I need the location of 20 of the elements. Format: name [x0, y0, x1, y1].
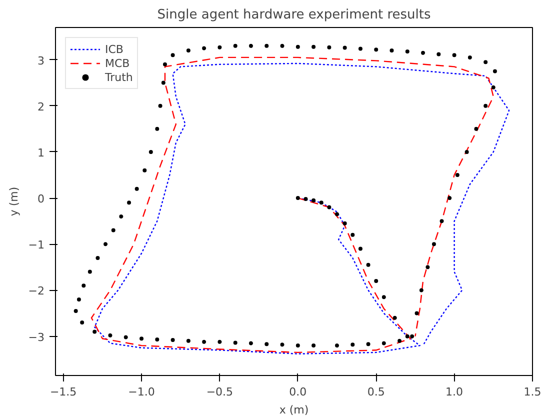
x-tick-label: 1.0: [446, 386, 464, 398]
y-tick-label: −2: [28, 284, 45, 298]
legend-label: ICB: [105, 42, 124, 56]
x-tick-label: 0.5: [367, 386, 385, 398]
y-tick-label: −1: [28, 238, 45, 252]
legend-label: Truth: [105, 70, 133, 84]
y-tick-label: 2: [38, 100, 44, 114]
x-tick-label: −1.0: [128, 386, 155, 398]
x-axis-title: x (m): [279, 404, 309, 416]
x-tick-label: 1.5: [524, 386, 542, 398]
chart-title: Single agent hardware experiment results: [157, 8, 431, 22]
x-tick-label: −1.5: [50, 386, 77, 398]
x-tick-label: 0.0: [289, 386, 307, 398]
y-tick-label: 3: [38, 54, 44, 68]
x-tick-label: −0.5: [206, 386, 234, 398]
y-axis-title: y (m): [7, 186, 20, 216]
legend-label: MCB: [105, 56, 130, 70]
y-tick-label: −3: [28, 330, 45, 344]
y-tick-label: 0: [38, 192, 44, 206]
y-tick-label: 1: [38, 146, 44, 160]
